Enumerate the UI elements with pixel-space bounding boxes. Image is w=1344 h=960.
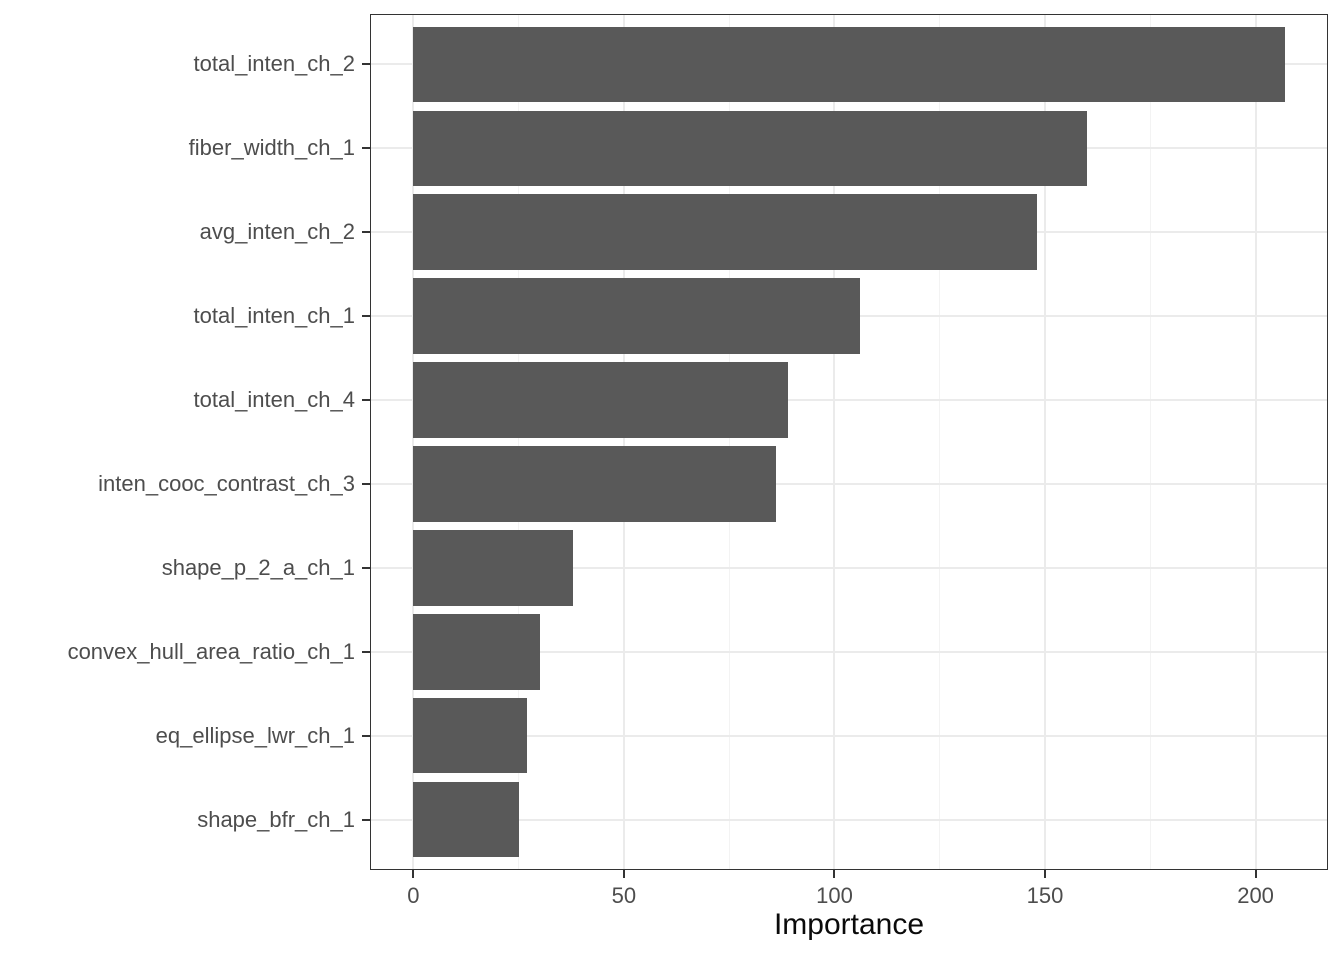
x-tick-label-50: 50: [611, 883, 637, 908]
gridline-major-x-200: [1254, 14, 1257, 870]
gridline-major-y-eq_ellipse_lwr_ch_1: [370, 734, 1328, 737]
y-tick-label-shape_bfr_ch_1: shape_bfr_ch_1: [197, 806, 355, 832]
bar-fiber_width_ch_1: [413, 110, 1088, 187]
y-tick-fiber_width_ch_1: [362, 147, 370, 150]
gridline-major-y-inten_cooc_contrast_ch_3: [370, 482, 1328, 485]
y-tick-label-shape_p_2_a_ch_1: shape_p_2_a_ch_1: [161, 554, 355, 580]
y-tick-shape_p_2_a_ch_1: [362, 566, 370, 569]
gridline-major-x-50: [622, 14, 625, 870]
bar-total_inten_ch_2: [413, 26, 1286, 103]
bar-avg_inten_ch_2: [413, 194, 1037, 270]
gridline-major-x-0: [412, 14, 415, 870]
x-tick-150: [1044, 870, 1047, 878]
gridline-major-y-total_inten_ch_4: [370, 399, 1328, 402]
y-tick-convex_hull_area_ratio_ch_1: [362, 650, 370, 653]
y-tick-total_inten_ch_4: [362, 399, 370, 402]
x-tick-200: [1254, 870, 1257, 878]
y-tick-label-fiber_width_ch_1: fiber_width_ch_1: [188, 135, 355, 161]
x-axis-title: Importance: [773, 908, 925, 941]
bar-total_inten_ch_4: [413, 362, 789, 438]
y-tick-label-avg_inten_ch_2: avg_inten_ch_2: [199, 219, 355, 245]
y-tick-avg_inten_ch_2: [362, 231, 370, 234]
bar-shape_p_2_a_ch_1: [413, 530, 574, 606]
gridline-minor-x-175: [1149, 14, 1151, 870]
y-tick-label-eq_ellipse_lwr_ch_1: eq_ellipse_lwr_ch_1: [155, 722, 355, 748]
x-tick-label-150: 150: [1026, 883, 1064, 908]
y-tick-label-total_inten_ch_1: total_inten_ch_1: [193, 303, 355, 329]
gridline-minor-x-125: [939, 14, 941, 870]
gridline-major-x-150: [1044, 14, 1047, 870]
x-tick-100: [833, 870, 836, 878]
y-tick-eq_ellipse_lwr_ch_1: [362, 734, 370, 737]
x-tick-label-200: 200: [1237, 883, 1274, 908]
y-tick-label-inten_cooc_contrast_ch_3: inten_cooc_contrast_ch_3: [98, 470, 355, 496]
bar-inten_cooc_contrast_ch_3: [413, 446, 776, 522]
bar-convex_hull_area_ratio_ch_1: [413, 614, 540, 690]
gridline-major-y-convex_hull_area_ratio_ch_1: [370, 650, 1328, 653]
gridline-major-y-shape_p_2_a_ch_1: [370, 566, 1328, 569]
x-tick-label-100: 100: [816, 883, 853, 908]
gridline-minor-x-75: [728, 14, 730, 870]
gridline-minor-x-25: [518, 14, 520, 870]
bar-shape_bfr_ch_1: [413, 781, 519, 858]
y-tick-label-convex_hull_area_ratio_ch_1: convex_hull_area_ratio_ch_1: [67, 638, 355, 664]
bar-eq_ellipse_lwr_ch_1: [413, 697, 528, 774]
y-tick-total_inten_ch_1: [362, 315, 370, 318]
y-tick-label-total_inten_ch_4: total_inten_ch_4: [193, 387, 355, 413]
y-tick-total_inten_ch_2: [362, 63, 370, 66]
x-tick-0: [412, 870, 415, 878]
plot-panel: [370, 14, 1328, 870]
gridline-major-y-shape_bfr_ch_1: [370, 818, 1328, 821]
bar-total_inten_ch_1: [413, 278, 860, 354]
y-tick-shape_bfr_ch_1: [362, 818, 370, 821]
x-tick-50: [622, 870, 625, 878]
x-tick-label-0: 0: [407, 883, 420, 908]
y-tick-inten_cooc_contrast_ch_3: [362, 482, 370, 485]
gridline-major-x-100: [833, 14, 836, 870]
y-tick-label-total_inten_ch_2: total_inten_ch_2: [193, 51, 355, 77]
